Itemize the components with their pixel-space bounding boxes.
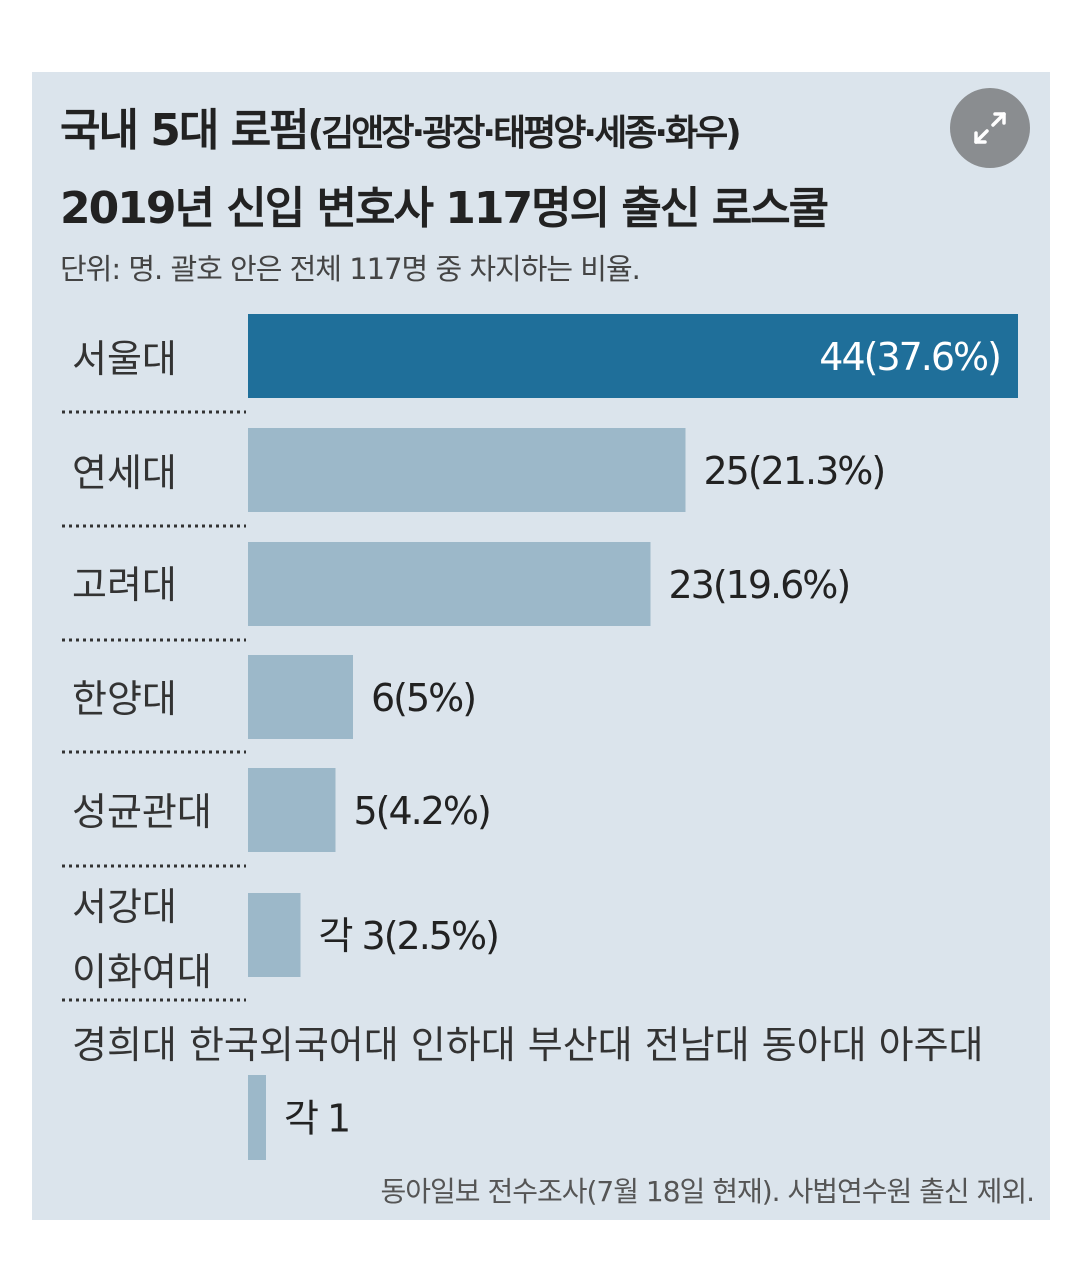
bar-4 <box>248 768 336 852</box>
category-label-4: 성균관대 <box>72 790 212 834</box>
chart-card: 국내 5대 로펌(김앤장·광장·태평양·세종·화우) 2019년 신입 변호사 … <box>32 72 1050 1220</box>
category-label-6: 경희대 한국외국어대 인하대 부산대 전남대 동아대 아주대 <box>72 1023 984 1067</box>
expand-arrows-icon <box>974 112 1006 144</box>
title-prefix: 국내 5대 로펌 <box>60 105 310 156</box>
bar-3 <box>248 655 353 739</box>
value-label-2: 23(19.6%) <box>669 563 850 607</box>
category-label-1: 연세대 <box>72 451 177 495</box>
title-firms: (김앤장·광장·태평양·세종·화우) <box>307 113 742 154</box>
expand-button[interactable] <box>950 88 1030 168</box>
value-label-3: 6(5%) <box>371 676 475 720</box>
bar-1 <box>248 428 686 512</box>
value-label-0: 44(37.6%) <box>819 335 1000 379</box>
chart-subtitle: 단위: 명. 괄호 안은 전체 117명 중 차지하는 비율. <box>60 252 641 286</box>
value-label-4: 5(4.2%) <box>354 789 490 833</box>
category-label-5-1: 이화여대 <box>72 950 212 994</box>
chart-title-line2: 2019년 신입 변호사 117명의 출신 로스쿨 <box>60 183 829 234</box>
category-label-0: 서울대 <box>72 337 177 381</box>
bar-2 <box>248 542 651 626</box>
bar-6 <box>248 1075 266 1160</box>
chart-source-note: 동아일보 전수조사(7월 18일 현재). 사법연수원 출신 제외. <box>380 1175 1035 1208</box>
category-label-5: 서강대 <box>72 885 177 929</box>
bar-5 <box>248 893 301 977</box>
chart-title: 국내 5대 로펌(김앤장·광장·태평양·세종·화우) <box>60 94 742 158</box>
category-label-3: 한양대 <box>72 677 177 721</box>
value-label-1: 25(21.3%) <box>704 449 885 493</box>
value-label-6: 각 1 <box>284 1097 349 1141</box>
bar-0 <box>248 314 1018 398</box>
category-label-2: 고려대 <box>72 563 177 607</box>
value-label-5: 각 3(2.5%) <box>319 914 498 958</box>
